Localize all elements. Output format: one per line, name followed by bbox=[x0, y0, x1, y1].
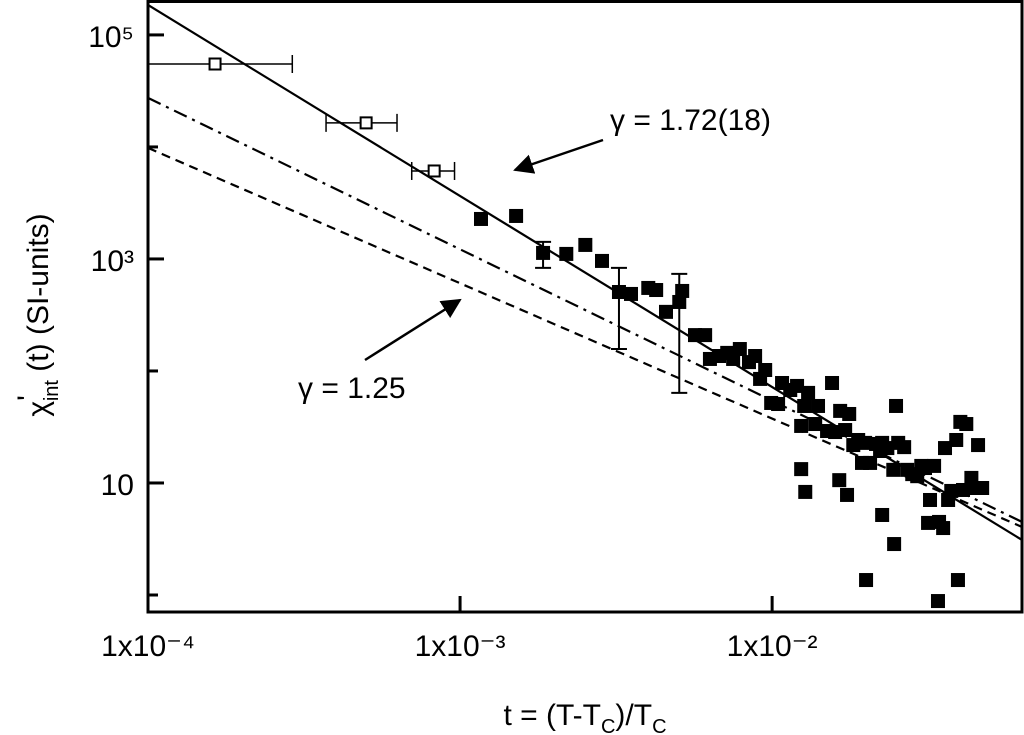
open-point bbox=[359, 116, 373, 130]
filled-point bbox=[649, 283, 664, 298]
filled-point bbox=[658, 304, 673, 319]
filled-point bbox=[840, 487, 855, 502]
filled-point bbox=[921, 515, 936, 530]
filled-point bbox=[959, 417, 974, 432]
filled-point bbox=[936, 521, 951, 536]
x-label-part: )/T bbox=[615, 699, 652, 732]
filled-point bbox=[863, 455, 878, 470]
x-tick-label: 1x10⁻⁴ bbox=[101, 630, 195, 663]
y-axis-label: χ'int (t) (SI-units) bbox=[12, 213, 63, 416]
filled-point bbox=[875, 507, 890, 522]
filled-point bbox=[886, 462, 901, 477]
filled-point bbox=[732, 342, 747, 357]
filled-point bbox=[880, 441, 895, 456]
filled-point bbox=[950, 573, 965, 588]
annotation: γ = 1.72(18) bbox=[610, 104, 771, 137]
filled-point bbox=[698, 328, 713, 343]
filled-point bbox=[801, 385, 816, 400]
filled-point bbox=[771, 397, 786, 412]
filled-point bbox=[949, 432, 964, 447]
x-label-part: C bbox=[652, 716, 666, 735]
filled-point bbox=[825, 375, 840, 390]
fit-line bbox=[147, 4, 1023, 541]
open-point bbox=[208, 57, 222, 71]
filled-point bbox=[897, 440, 912, 455]
filled-point bbox=[956, 482, 971, 497]
filled-point bbox=[811, 398, 826, 413]
filled-point bbox=[944, 483, 959, 498]
filled-point bbox=[559, 246, 574, 261]
open-point bbox=[427, 164, 441, 178]
filled-point bbox=[923, 492, 938, 507]
filled-point bbox=[808, 417, 823, 432]
filled-point bbox=[758, 363, 773, 378]
filled-point bbox=[794, 462, 809, 477]
fit-line bbox=[147, 96, 1023, 523]
filled-point bbox=[624, 286, 639, 301]
filled-point bbox=[509, 208, 524, 223]
x-label-part: C bbox=[601, 716, 615, 735]
filled-point bbox=[889, 398, 904, 413]
x-axis-label: t = (T-TC)/TC bbox=[503, 699, 666, 735]
filled-point bbox=[675, 283, 690, 298]
plot-frame bbox=[146, 0, 1024, 614]
filled-point bbox=[858, 435, 873, 450]
fit-line bbox=[147, 146, 1023, 528]
x-tick-label: 1x10⁻² bbox=[727, 630, 818, 663]
filled-point bbox=[595, 253, 610, 268]
filled-point bbox=[842, 406, 857, 421]
filled-point bbox=[473, 211, 488, 226]
x-label-part: t = (T-T bbox=[503, 699, 601, 732]
y-label-part: χ bbox=[22, 401, 55, 417]
y-tick-label: 10 bbox=[101, 469, 134, 502]
filled-point bbox=[859, 573, 874, 588]
y-label-part: ' bbox=[12, 395, 45, 401]
filled-point bbox=[798, 484, 813, 499]
filled-point bbox=[930, 594, 945, 609]
filled-point bbox=[790, 378, 805, 393]
y-label-part: int bbox=[41, 380, 63, 402]
filled-point bbox=[927, 458, 942, 473]
filled-point bbox=[975, 480, 990, 495]
filled-point bbox=[971, 438, 986, 453]
y-tick-label: 10³ bbox=[91, 245, 134, 278]
y-tick-label: 10⁵ bbox=[88, 21, 134, 54]
filled-point bbox=[832, 473, 847, 488]
annotation-arrow bbox=[364, 298, 462, 362]
filled-point bbox=[838, 423, 853, 438]
filled-point bbox=[938, 441, 953, 456]
filled-point bbox=[578, 237, 593, 252]
filled-point bbox=[797, 398, 812, 413]
filled-point bbox=[887, 537, 902, 552]
filled-point bbox=[748, 349, 763, 364]
annotation: γ = 1.25 bbox=[298, 372, 406, 405]
annotation-arrow bbox=[513, 138, 604, 174]
filled-point bbox=[794, 418, 809, 433]
x-tick-label: 1x10⁻³ bbox=[415, 630, 506, 663]
y-label-part: (t) (SI-units) bbox=[22, 213, 55, 380]
